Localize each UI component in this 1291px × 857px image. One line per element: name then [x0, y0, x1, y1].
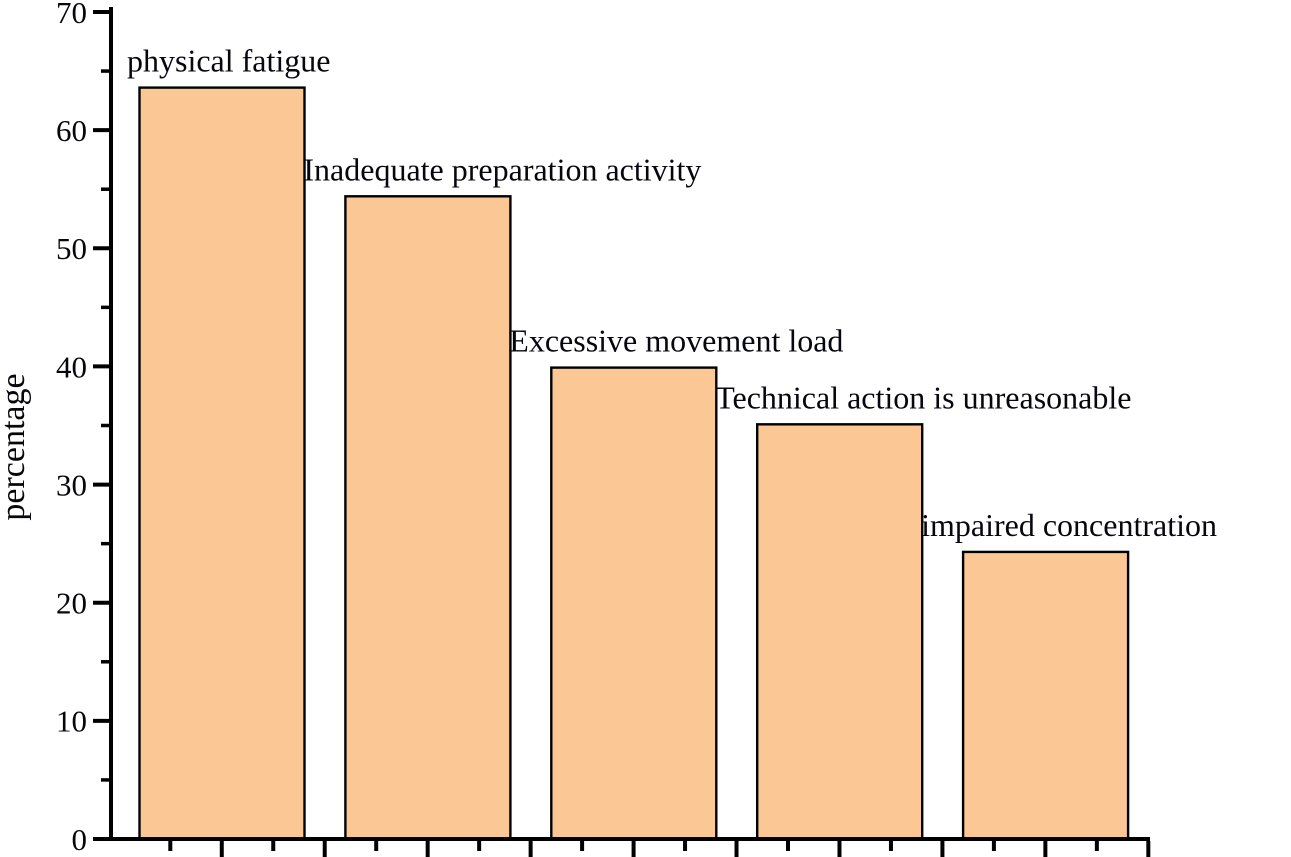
- y-tick-label: 10: [56, 704, 87, 739]
- bar-label: impaired concentration: [921, 507, 1217, 543]
- bar-label: Excessive movement load: [509, 323, 843, 359]
- y-tick-label: 30: [56, 467, 87, 502]
- bar: [344, 195, 512, 841]
- y-axis-title: percentage: [0, 373, 32, 520]
- bar: [550, 366, 718, 841]
- bar: [756, 423, 924, 841]
- y-tick-label: 70: [56, 0, 87, 30]
- y-tick-label: 50: [56, 231, 87, 266]
- bar: [138, 86, 306, 841]
- y-tick-label: 60: [56, 113, 87, 148]
- y-tick-label: 0: [72, 822, 88, 857]
- bar-label: Inadequate preparation activity: [303, 151, 701, 187]
- bar-label: Technical action is unreasonable: [715, 379, 1131, 415]
- bar: [961, 550, 1130, 841]
- y-tick-label: 20: [56, 586, 87, 621]
- y-tick-label: 40: [56, 349, 87, 384]
- bar-label: physical fatigue: [127, 43, 330, 79]
